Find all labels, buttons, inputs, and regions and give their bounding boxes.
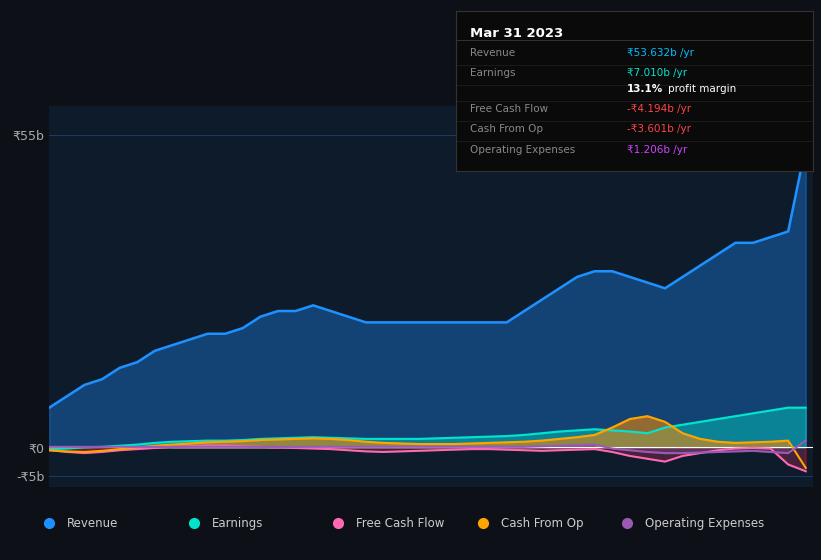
Text: Operating Expenses: Operating Expenses: [645, 516, 764, 530]
Text: Earnings: Earnings: [470, 68, 516, 78]
Text: profit margin: profit margin: [668, 85, 736, 95]
Text: Mar 31 2023: Mar 31 2023: [470, 27, 563, 40]
Text: 13.1%: 13.1%: [627, 85, 663, 95]
Text: Cash From Op: Cash From Op: [470, 124, 543, 134]
Text: Free Cash Flow: Free Cash Flow: [356, 516, 445, 530]
Text: ₹1.206b /yr: ₹1.206b /yr: [627, 145, 687, 155]
Text: -₹3.601b /yr: -₹3.601b /yr: [627, 124, 691, 134]
Text: Earnings: Earnings: [212, 516, 264, 530]
Text: ₹7.010b /yr: ₹7.010b /yr: [627, 68, 687, 78]
Text: Revenue: Revenue: [470, 48, 515, 58]
Text: Cash From Op: Cash From Op: [501, 516, 583, 530]
Text: Operating Expenses: Operating Expenses: [470, 145, 576, 155]
Text: Free Cash Flow: Free Cash Flow: [470, 104, 548, 114]
Text: ₹53.632b /yr: ₹53.632b /yr: [627, 48, 694, 58]
Text: -₹4.194b /yr: -₹4.194b /yr: [627, 104, 691, 114]
Text: Revenue: Revenue: [67, 516, 119, 530]
